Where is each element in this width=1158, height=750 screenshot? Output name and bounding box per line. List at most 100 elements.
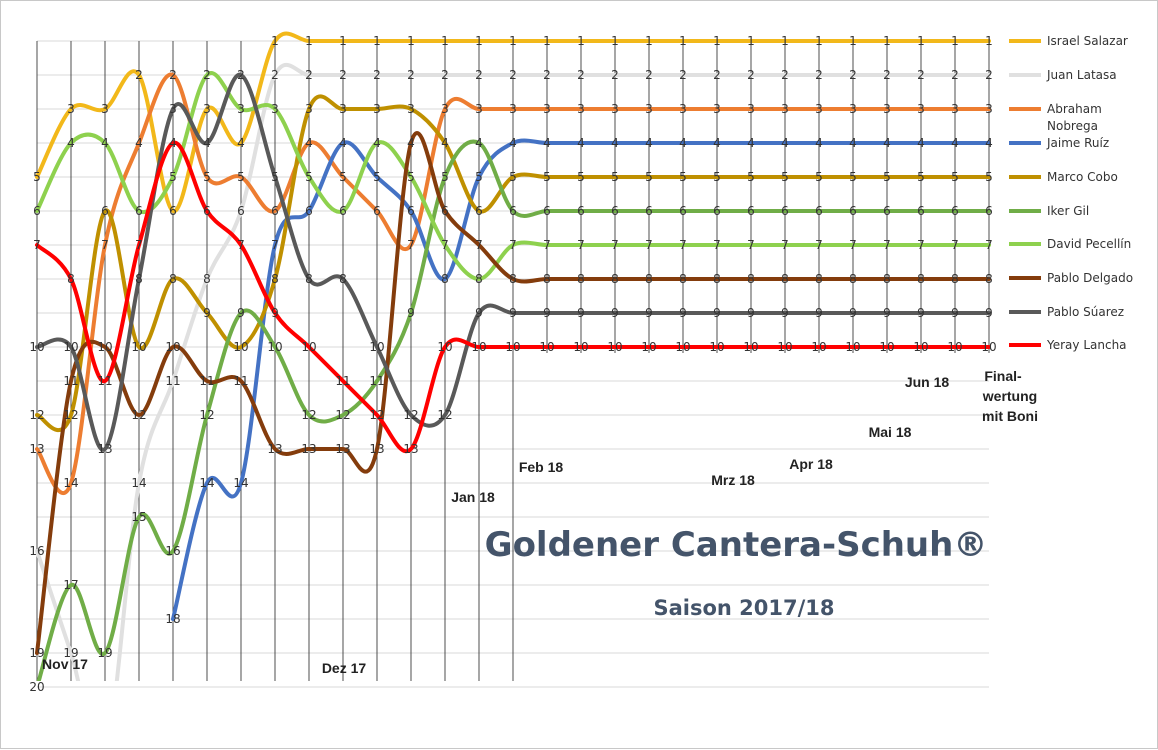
point-label: 3 — [917, 102, 925, 116]
point-label: 1 — [781, 34, 789, 48]
point-label: 1 — [883, 34, 891, 48]
point-label: 10 — [29, 340, 44, 354]
point-label: 6 — [135, 204, 143, 218]
point-label: 9 — [985, 306, 993, 320]
point-label: 7 — [135, 238, 143, 252]
point-label: 4 — [849, 136, 857, 150]
point-label: 8 — [135, 272, 143, 286]
point-label: 6 — [883, 204, 891, 218]
point-label: 1 — [543, 34, 551, 48]
point-label: 19 — [97, 646, 112, 660]
point-label: 4 — [883, 136, 891, 150]
point-label: 10 — [505, 340, 520, 354]
point-label: 8 — [67, 272, 75, 286]
point-label: 1 — [509, 34, 517, 48]
point-label: 9 — [543, 306, 551, 320]
point-label: 4 — [951, 136, 959, 150]
point-label: 6 — [917, 204, 925, 218]
period-label: Feb 18 — [519, 459, 564, 475]
series-line-4 — [171, 138, 991, 621]
point-label: 8 — [747, 272, 755, 286]
point-label: 2 — [305, 68, 313, 82]
chart-title: Goldener Cantera-Schuh® — [485, 525, 988, 565]
point-label: 11 — [335, 374, 350, 388]
point-label: 3 — [67, 102, 75, 116]
point-label: 1 — [305, 34, 313, 48]
point-label: 2 — [577, 68, 585, 82]
period-label: Apr 18 — [789, 456, 833, 472]
point-label: 5 — [781, 170, 789, 184]
point-label: 10 — [913, 340, 928, 354]
point-label: 5 — [305, 170, 313, 184]
point-label: 3 — [373, 102, 381, 116]
point-label: 8 — [441, 272, 449, 286]
point-label: 12 — [301, 408, 316, 422]
point-label: 5 — [169, 170, 177, 184]
series-line-10 — [35, 140, 991, 454]
period-label: Mrz 18 — [711, 472, 755, 488]
point-label: 9 — [815, 306, 823, 320]
point-label: 6 — [407, 204, 415, 218]
point-label: 3 — [781, 102, 789, 116]
point-label: 8 — [509, 272, 517, 286]
point-label: 3 — [883, 102, 891, 116]
legend-entry: Abraham — [1047, 102, 1102, 116]
point-label: 9 — [203, 306, 211, 320]
point-label: 7 — [509, 238, 517, 252]
point-label: 2 — [713, 68, 721, 82]
point-label: 2 — [781, 68, 789, 82]
point-label: 8 — [679, 272, 687, 286]
point-label: 2 — [407, 68, 415, 82]
legend-entry: Iker Gil — [1047, 204, 1089, 218]
point-label: 4 — [679, 136, 687, 150]
point-label: 2 — [645, 68, 653, 82]
point-label: 5 — [203, 170, 211, 184]
point-label: 8 — [475, 272, 483, 286]
point-label: 3 — [611, 102, 619, 116]
point-label: 2 — [815, 68, 823, 82]
point-label: 16 — [165, 544, 180, 558]
point-label: 8 — [339, 272, 347, 286]
point-label: 6 — [271, 204, 279, 218]
legend-entry: Jaime Ruíz — [1046, 136, 1109, 150]
point-label: 5 — [339, 170, 347, 184]
point-label: 10 — [981, 340, 996, 354]
point-label: 3 — [339, 102, 347, 116]
point-label: 8 — [305, 272, 313, 286]
point-label: 12 — [369, 408, 384, 422]
period-labels: Nov 17 Dez 17 Jan 18 Feb 18 Mrz 18 Apr 18 Mai … — [42, 368, 1038, 676]
point-label: 10 — [573, 340, 588, 354]
point-label: 7 — [713, 238, 721, 252]
point-label: 6 — [101, 204, 109, 218]
point-label: 8 — [713, 272, 721, 286]
point-label: 5 — [611, 170, 619, 184]
period-label: Dez 17 — [322, 660, 367, 676]
point-label: 3 — [849, 102, 857, 116]
point-label: 9 — [781, 306, 789, 320]
point-label: 4 — [985, 136, 993, 150]
point-label: 7 — [883, 238, 891, 252]
point-label: 5 — [475, 170, 483, 184]
point-label: 5 — [883, 170, 891, 184]
point-label: 7 — [815, 238, 823, 252]
point-label: 5 — [849, 170, 857, 184]
point-label: 13 — [267, 442, 282, 456]
point-label: 13 — [97, 442, 112, 456]
series-lines — [35, 31, 991, 681]
point-label: 2 — [441, 68, 449, 82]
point-label: 6 — [713, 204, 721, 218]
point-label: 8 — [543, 272, 551, 286]
point-label: 1 — [271, 34, 279, 48]
point-label: 3 — [645, 102, 653, 116]
point-label: 8 — [645, 272, 653, 286]
point-label: 11 — [369, 374, 384, 388]
point-label: 5 — [441, 170, 449, 184]
point-label: 3 — [577, 102, 585, 116]
point-label: 8 — [849, 272, 857, 286]
point-label: 4 — [577, 136, 585, 150]
point-label: 8 — [577, 272, 585, 286]
point-label: 1 — [713, 34, 721, 48]
point-label: 10 — [675, 340, 690, 354]
point-label: 10 — [437, 340, 452, 354]
point-label: 3 — [815, 102, 823, 116]
